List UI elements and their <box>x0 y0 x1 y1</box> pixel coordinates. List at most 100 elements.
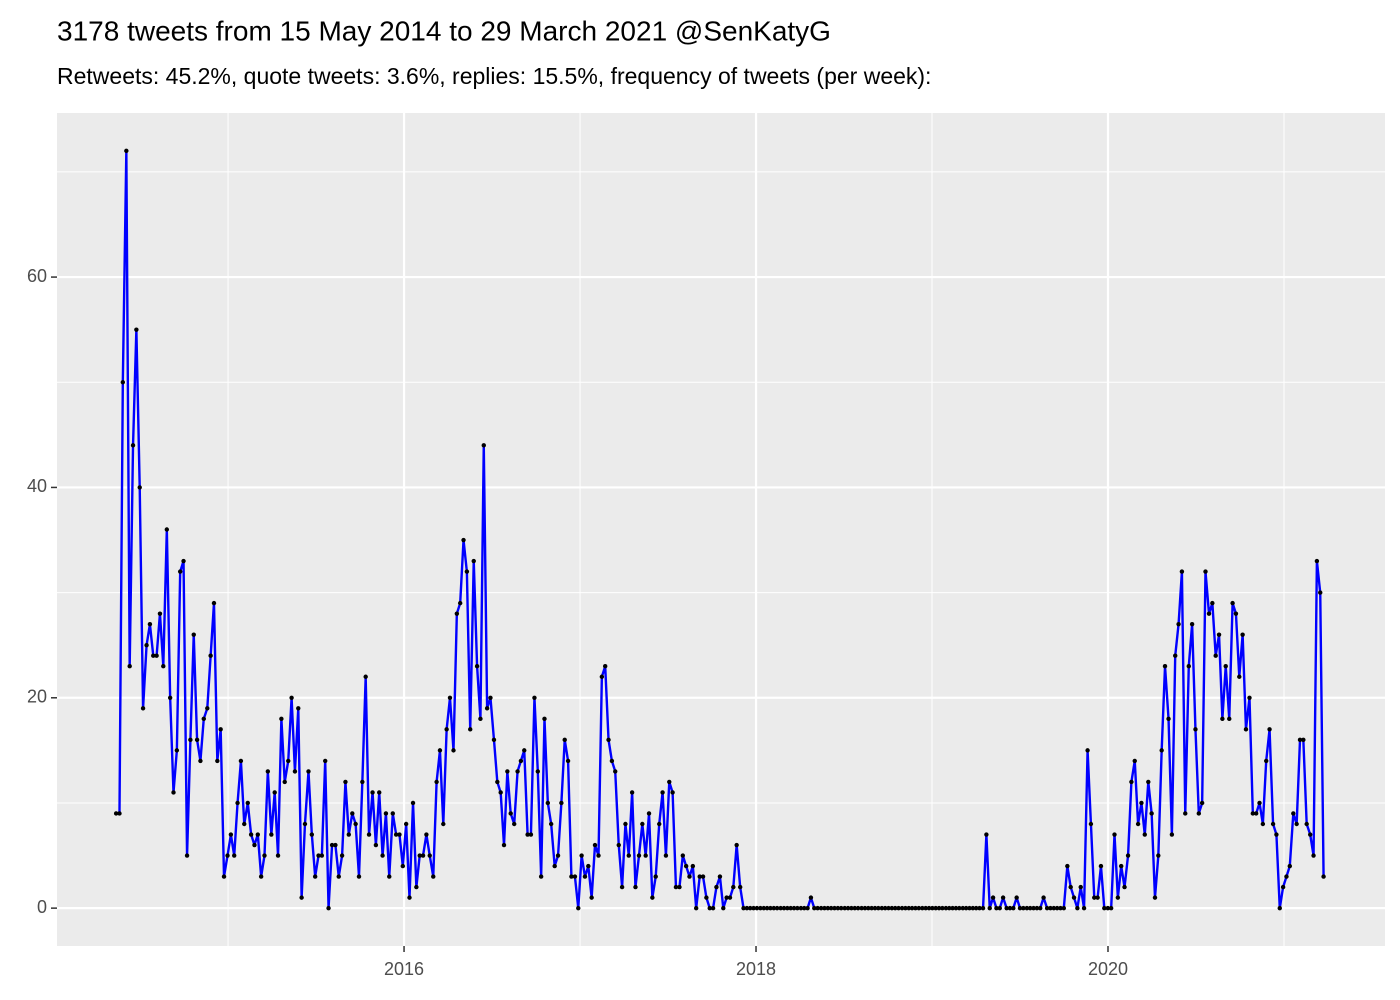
data-point <box>1014 895 1019 900</box>
data-point <box>559 800 564 806</box>
data-point <box>1054 905 1060 911</box>
data-point <box>1004 905 1009 911</box>
data-point <box>1156 853 1161 858</box>
data-point <box>279 716 284 722</box>
data-point <box>512 821 517 827</box>
data-point <box>410 800 416 806</box>
data-point <box>660 790 665 795</box>
data-point <box>484 706 490 711</box>
data-point <box>670 790 675 795</box>
data-point <box>849 905 854 911</box>
data-point <box>562 737 567 743</box>
data-point <box>1243 727 1249 732</box>
data-point <box>1220 716 1225 722</box>
data-point <box>795 905 800 911</box>
data-point <box>808 895 814 900</box>
data-point <box>1169 832 1175 837</box>
data-point <box>292 769 298 774</box>
data-point <box>164 527 170 532</box>
data-point <box>791 905 797 911</box>
data-point <box>427 853 432 858</box>
data-point <box>950 905 955 911</box>
data-point <box>855 905 861 911</box>
data-point <box>680 853 686 858</box>
data-point <box>232 853 237 858</box>
data-point <box>721 905 726 911</box>
data-point <box>731 884 736 890</box>
data-point <box>238 758 244 764</box>
data-point <box>640 821 645 827</box>
data-point <box>380 853 385 858</box>
data-point <box>525 832 530 837</box>
data-point <box>599 674 605 679</box>
data-point <box>717 874 723 879</box>
data-point <box>569 874 574 879</box>
data-point <box>1213 653 1218 658</box>
data-point <box>397 832 402 837</box>
data-point <box>650 895 655 900</box>
data-point <box>866 905 871 911</box>
data-point <box>1257 800 1262 806</box>
data-point <box>350 811 355 816</box>
data-point <box>312 874 318 879</box>
data-point <box>1041 895 1046 900</box>
data-point <box>1115 895 1121 900</box>
data-point <box>1216 632 1222 637</box>
data-point <box>933 905 938 911</box>
data-point <box>687 874 692 879</box>
data-point <box>323 758 328 764</box>
data-point <box>1048 905 1053 911</box>
data-point <box>447 695 453 700</box>
data-point <box>1186 664 1191 669</box>
data-point <box>693 905 699 911</box>
data-point <box>478 716 483 722</box>
data-point <box>916 905 922 911</box>
data-point <box>1270 821 1276 827</box>
data-point <box>633 884 638 890</box>
data-point <box>167 695 173 700</box>
data-point <box>967 905 972 911</box>
chart-title: 3178 tweets from 15 May 2014 to 29 March… <box>57 15 831 46</box>
data-point <box>1152 895 1158 900</box>
data-point <box>1085 748 1090 753</box>
data-point <box>592 842 598 848</box>
data-point <box>444 727 449 732</box>
data-point <box>1166 716 1171 722</box>
data-point <box>629 790 635 795</box>
x-tick-label: 2018 <box>736 959 776 979</box>
data-point <box>653 874 658 879</box>
data-point <box>1297 737 1303 743</box>
data-point <box>1311 853 1316 858</box>
data-point <box>495 779 500 785</box>
data-point <box>1247 695 1252 700</box>
data-point <box>737 884 743 890</box>
data-point <box>734 842 739 848</box>
data-point <box>1183 811 1188 816</box>
data-point <box>1028 905 1033 911</box>
data-point <box>1081 905 1087 911</box>
data-point <box>555 853 561 858</box>
data-point <box>1267 727 1272 732</box>
data-point <box>667 779 672 785</box>
data-point <box>387 874 392 879</box>
data-point <box>963 905 969 911</box>
data-point <box>333 842 338 848</box>
data-point <box>431 874 436 879</box>
data-point <box>785 905 790 911</box>
data-point <box>926 905 932 911</box>
data-point <box>704 895 709 900</box>
data-point <box>346 832 351 837</box>
data-point <box>414 884 419 890</box>
data-point <box>1274 832 1279 837</box>
data-point <box>1210 600 1215 606</box>
data-point <box>1159 748 1164 753</box>
data-point <box>619 884 625 890</box>
data-point <box>913 905 918 911</box>
y-tick-label: 0 <box>37 897 47 917</box>
data-point <box>909 905 915 911</box>
data-point <box>984 832 989 837</box>
data-point <box>353 821 358 827</box>
data-point <box>1284 874 1289 879</box>
data-point <box>764 905 770 911</box>
data-point <box>242 821 247 827</box>
